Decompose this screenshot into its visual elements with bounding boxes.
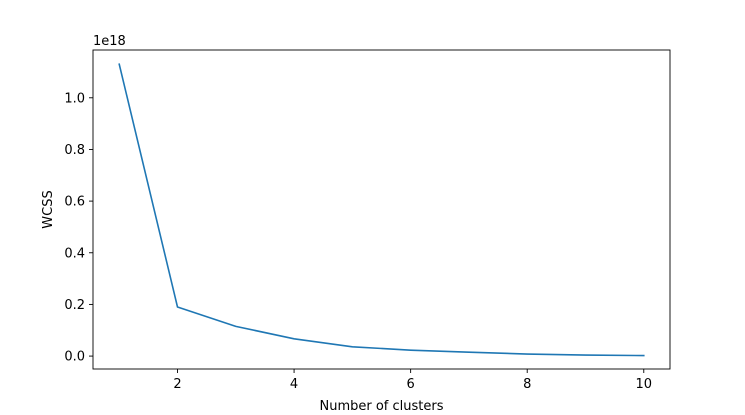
- plot-frame: [92, 49, 671, 370]
- y-tick-label: 0.6: [64, 195, 85, 210]
- y-tick-label: 0.4: [64, 246, 85, 261]
- x-tick-label: 2: [173, 377, 181, 392]
- y-tick-label: 0.2: [64, 298, 85, 313]
- x-tick-label: 4: [290, 377, 298, 392]
- x-axis-label: Number of clusters: [319, 399, 443, 414]
- y-axis-offset-text: 1e18: [93, 34, 126, 49]
- y-tick-label: 0.8: [64, 143, 85, 158]
- x-axis-ticks: 2 4 6 8 10: [173, 369, 652, 392]
- y-tick-label: 1.0: [64, 91, 85, 106]
- x-tick-label: 10: [635, 377, 652, 392]
- x-tick-label: 8: [523, 377, 531, 392]
- y-axis-ticks: 0.0 0.2 0.4 0.6 0.8 1.0: [64, 91, 93, 365]
- series-line-wcss: [118, 63, 645, 357]
- x-tick-label: 6: [407, 377, 415, 392]
- y-axis-label: WCSS: [41, 190, 56, 228]
- y-tick-label: 0.0: [64, 350, 85, 365]
